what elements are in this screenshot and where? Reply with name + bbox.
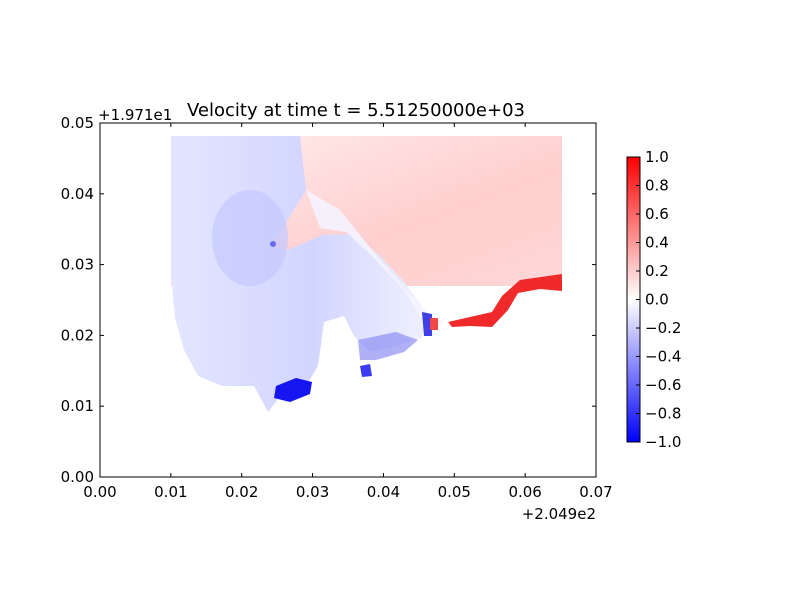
field-gate-positive	[430, 318, 438, 330]
y-tick-label: 0.05	[61, 114, 94, 132]
x-tick-label: 0.04	[367, 483, 400, 501]
colorbar-tick-label: 0.6	[645, 205, 669, 223]
field-transition-band	[306, 190, 444, 330]
plot-frame	[99, 122, 597, 478]
x-axis: 0.00 0.01 0.02 0.03 0.04 0.05 0.06 0.07	[83, 123, 613, 501]
colorbar-tick-label: 1.0	[645, 148, 669, 166]
field-vortex-core	[270, 241, 276, 247]
chart-title: Velocity at time t = 5.51250000e+03	[187, 100, 525, 121]
y-axis-offset-label: +1.971e1	[98, 106, 172, 124]
y-tick-label: 0.03	[61, 256, 94, 274]
colorbar-tick-label: −0.8	[645, 405, 681, 423]
colorbar-ticks: 1.0 0.8 0.6 0.4 0.2 0.0 −0.2 −0.4 −0.6 −0.8 −1.0	[636, 148, 681, 451]
y-tick-label: 0.04	[61, 185, 94, 203]
x-tick-label: 0.05	[438, 483, 471, 501]
field-region-southeast-strong-positive	[448, 274, 562, 327]
colorbar-tick-label: 0.4	[645, 234, 669, 252]
colorbar-tick-label: −0.6	[645, 376, 681, 394]
x-tick-label: 0.02	[225, 483, 258, 501]
colorbar-tick-label: −0.4	[645, 348, 681, 366]
x-tick-label: 0.00	[83, 483, 116, 501]
field-vortex-negative	[212, 190, 288, 286]
x-tick-label: 0.01	[154, 483, 187, 501]
x-tick-label: 0.07	[579, 483, 612, 501]
field-inlet-channel-negative	[358, 332, 418, 360]
colorbar-tick-label: −1.0	[645, 433, 681, 451]
field-region-southern-inlet-negative	[360, 364, 372, 377]
x-tick-label: 0.06	[508, 483, 541, 501]
colorbar-tick-label: 0.2	[645, 262, 669, 280]
plot-area	[100, 123, 596, 477]
colorbar: 1.0 0.8 0.6 0.4 0.2 0.0 −0.2 −0.4 −0.6 −0.8 −1.0	[626, 148, 681, 451]
y-tick-label: 0.01	[61, 397, 94, 415]
colorbar-tick-label: −0.2	[645, 319, 681, 337]
colorbar-tick-label: 0.8	[645, 177, 669, 195]
y-axis: 0.00 0.01 0.02 0.03 0.04 0.05	[61, 114, 596, 486]
field-gate-mixed	[422, 312, 432, 336]
field-region-southern-pocket-strong-negative	[274, 378, 312, 402]
x-axis-offset-label: +2.049e2	[522, 505, 596, 523]
colorbar-tick-label: 0.0	[645, 291, 669, 309]
x-tick-label: 0.03	[296, 483, 329, 501]
y-tick-label: 0.02	[61, 326, 94, 344]
y-tick-label: 0.00	[61, 468, 94, 486]
velocity-field	[171, 136, 562, 412]
